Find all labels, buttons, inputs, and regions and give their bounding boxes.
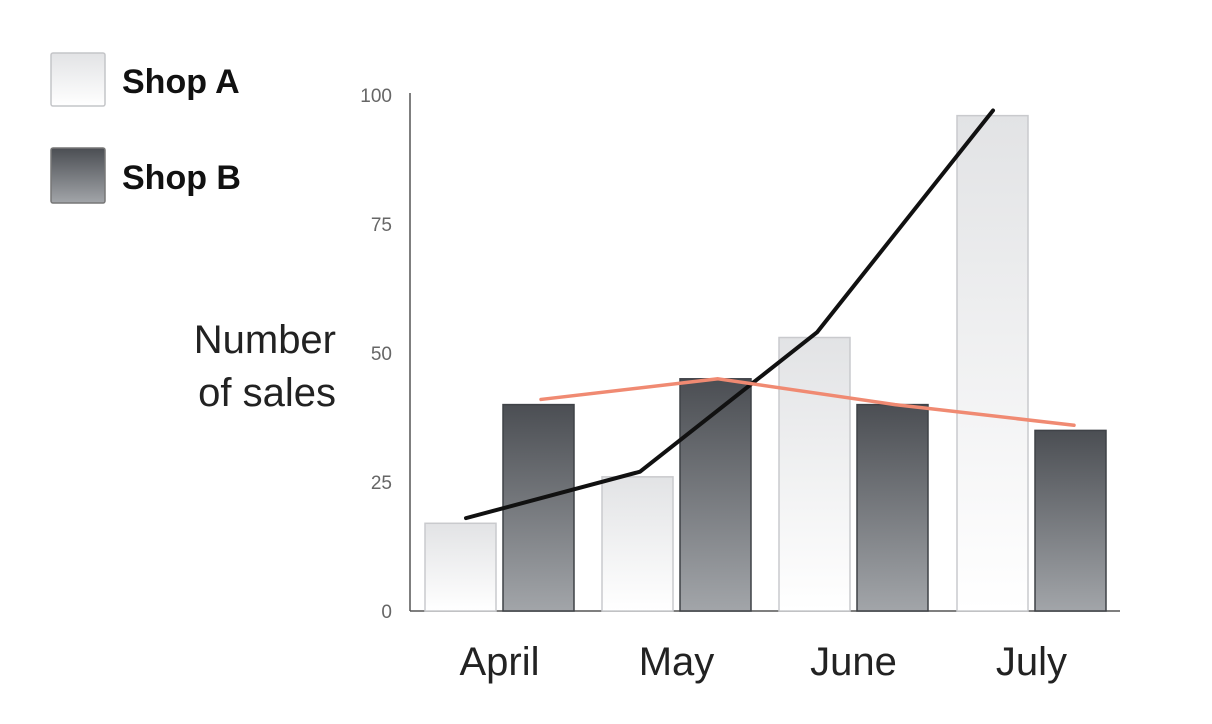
legend-label-shop-a: Shop A <box>122 63 240 101</box>
legend: Shop A Shop B <box>50 52 241 204</box>
bar-shop-b-may <box>679 378 752 612</box>
y-tick-label-25: 25 <box>371 473 392 494</box>
legend-item-shop-b: Shop B <box>50 147 241 204</box>
y-tick-label-50: 50 <box>371 344 392 365</box>
bar-shop-a-april <box>424 522 497 612</box>
bar-shop-a-may <box>601 476 674 612</box>
legend-swatch-shop-a <box>50 52 106 107</box>
x-tick-label-may: May <box>639 640 715 684</box>
y-axis-label-line-2: of sales <box>198 371 336 415</box>
legend-label-shop-b: Shop B <box>122 159 241 197</box>
trend-line-shop-a <box>464 108 995 521</box>
x-tick-label-april: April <box>459 640 539 684</box>
bar-shop-b-april <box>502 403 575 612</box>
bar-shop-a-june <box>778 336 851 612</box>
y-tick-label-100: 100 <box>360 86 392 107</box>
trend-line-shop-b <box>539 377 1076 427</box>
bar-shop-b-june <box>856 403 929 612</box>
y-tick-label-0: 0 <box>381 602 392 623</box>
plot-area: 0 25 50 75 100 April May June July <box>360 86 1120 684</box>
y-axis-label-line-1: Number <box>194 318 336 362</box>
bar-shop-a-july <box>956 114 1029 612</box>
x-tick-label-july: July <box>996 640 1067 684</box>
bar-shop-b-july <box>1034 429 1107 612</box>
y-axis-label: Number of sales <box>194 318 336 415</box>
legend-item-shop-a: Shop A <box>50 52 240 107</box>
legend-swatch-shop-b <box>50 147 106 204</box>
y-tick-label-75: 75 <box>371 215 392 236</box>
x-tick-label-june: June <box>810 640 897 684</box>
